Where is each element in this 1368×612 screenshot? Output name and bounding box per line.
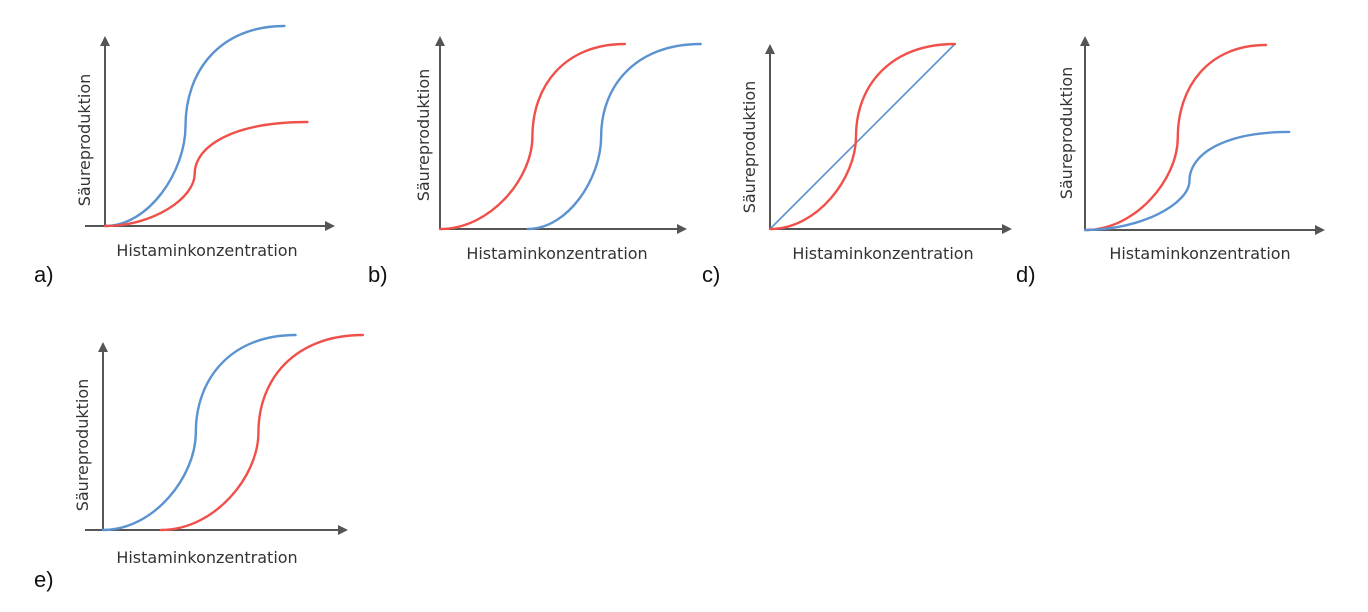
y-axis-arrow xyxy=(435,36,445,46)
x-axis-label: Histaminkonzentration xyxy=(466,244,647,263)
curves xyxy=(101,333,365,532)
x-axis-label: Histaminkonzentration xyxy=(1109,244,1290,263)
x-axis-arrow xyxy=(1315,225,1325,235)
red-curve xyxy=(1083,43,1268,232)
blue-curve xyxy=(769,43,956,230)
x-axis-arrow xyxy=(325,221,335,231)
x-axis-arrow xyxy=(677,224,687,234)
curves xyxy=(103,24,309,228)
panel-b: Säureproduktion Histaminkonzentration b) xyxy=(368,36,702,287)
panel-label: b) xyxy=(368,262,388,287)
y-axis-arrow xyxy=(765,44,775,54)
panel-label: c) xyxy=(702,262,720,287)
x-axis-arrow xyxy=(1002,224,1012,234)
curves xyxy=(768,42,957,231)
y-axis-arrow xyxy=(100,36,110,46)
red-curve xyxy=(438,42,627,231)
panel-label: d) xyxy=(1016,262,1036,287)
blue-curve xyxy=(103,24,286,228)
x-axis-label: Histaminkonzentration xyxy=(792,244,973,263)
blue-curve xyxy=(526,42,702,231)
panel-e: Säureproduktion Histaminkonzentration e) xyxy=(34,333,365,592)
blue-curve xyxy=(101,333,297,532)
y-axis-label: Säureproduktion xyxy=(73,379,92,512)
curves xyxy=(1083,43,1291,232)
y-axis-label: Säureproduktion xyxy=(1057,67,1076,200)
panel-d: Säureproduktion Histaminkonzentration d) xyxy=(1016,36,1325,287)
x-axis-label: Histaminkonzentration xyxy=(116,241,297,260)
y-axis-label: Säureproduktion xyxy=(414,69,433,202)
red-curve xyxy=(159,333,365,532)
red-curve xyxy=(768,42,957,231)
panel-label: e) xyxy=(34,567,54,592)
y-axis-arrow xyxy=(1080,36,1090,46)
blue-curve xyxy=(1083,130,1291,232)
y-axis-label: Säureproduktion xyxy=(740,81,759,214)
curves xyxy=(438,42,702,231)
x-axis-arrow xyxy=(338,525,348,535)
y-axis-arrow xyxy=(98,342,108,352)
x-axis-label: Histaminkonzentration xyxy=(116,548,297,567)
red-curve xyxy=(103,120,309,228)
panel-c: Säureproduktion Histaminkonzentration c) xyxy=(702,42,1012,287)
panel-label: a) xyxy=(34,262,54,287)
panel-a: Säureproduktion Histaminkonzentration a) xyxy=(34,24,335,287)
y-axis-label: Säureproduktion xyxy=(75,74,94,207)
